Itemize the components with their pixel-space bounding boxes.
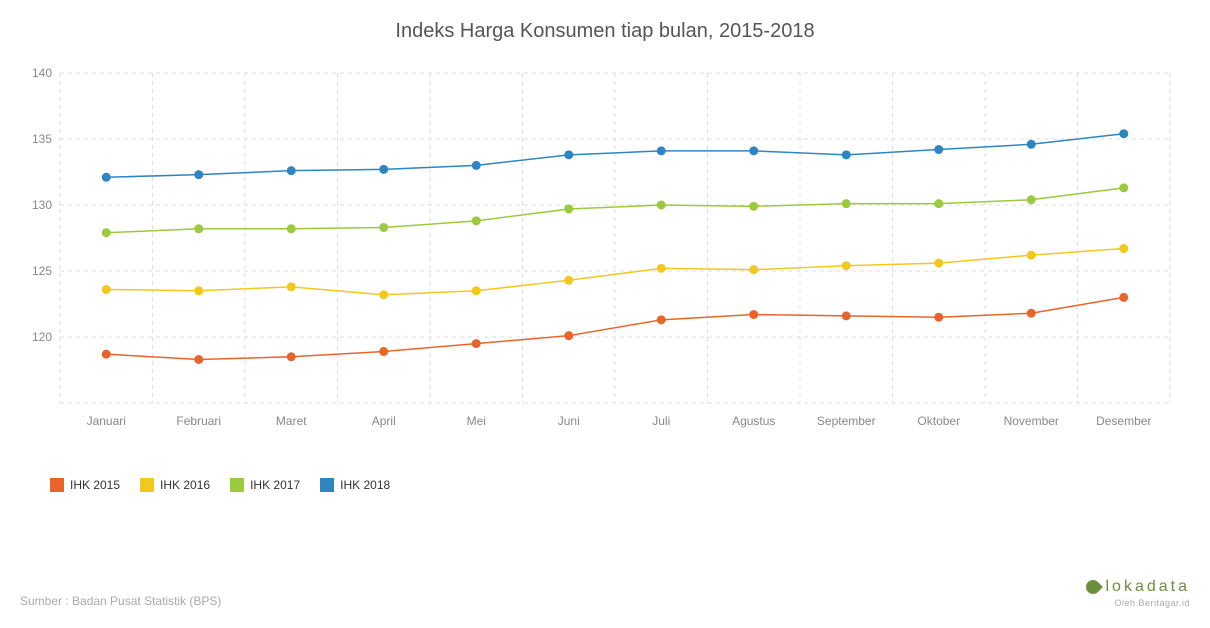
series-marker (102, 228, 111, 237)
legend-item: IHK 2018 (320, 478, 390, 492)
series-marker (1119, 293, 1128, 302)
legend-label: IHK 2015 (70, 478, 120, 492)
x-tick-label: Agustus (732, 414, 775, 428)
series-marker (102, 350, 111, 359)
legend-item: IHK 2015 (50, 478, 120, 492)
legend-swatch (230, 478, 244, 492)
x-tick-label: Desember (1096, 414, 1151, 428)
series-marker (472, 286, 481, 295)
x-tick-label: April (372, 414, 396, 428)
series-marker (287, 166, 296, 175)
series-marker (842, 150, 851, 159)
series-marker (934, 199, 943, 208)
series-marker (1119, 244, 1128, 253)
chart-plot-area: 120 125 130 135 140 Januari Februari Maret April… (20, 63, 1190, 443)
series-marker (657, 146, 666, 155)
series-marker (287, 352, 296, 361)
chart-legend: IHK 2015 IHK 2016 IHK 2017 IHK 2018 (50, 478, 1190, 495)
series-marker (934, 313, 943, 322)
legend-swatch (140, 478, 154, 492)
y-tick-label: 135 (32, 132, 52, 146)
series-marker (842, 261, 851, 270)
legend-swatch (320, 478, 334, 492)
series-marker (287, 282, 296, 291)
legend-item: IHK 2017 (230, 478, 300, 492)
series-marker (749, 310, 758, 319)
brand-subtitle: Oleh Beritagar.id (1086, 598, 1191, 608)
series-marker (194, 170, 203, 179)
legend-item: IHK 2016 (140, 478, 210, 492)
x-tick-label: Juli (652, 414, 670, 428)
series-marker (102, 173, 111, 182)
series-marker (749, 202, 758, 211)
series-marker (934, 259, 943, 268)
y-tick-label: 140 (32, 66, 52, 80)
series-marker (194, 286, 203, 295)
y-tick-label: 120 (32, 330, 52, 344)
series-line (106, 249, 1124, 295)
series-marker (564, 331, 573, 340)
series-marker (842, 199, 851, 208)
series-marker (379, 223, 388, 232)
series-marker (379, 347, 388, 356)
legend-label: IHK 2016 (160, 478, 210, 492)
leaf-icon (1083, 577, 1103, 597)
x-tick-label: Juni (558, 414, 580, 428)
series-marker (1027, 309, 1036, 318)
line-chart-svg: 120 125 130 135 140 Januari Februari Maret April… (20, 63, 1190, 443)
brand-block: lokadata Oleh Beritagar.id (1086, 578, 1191, 608)
x-tick-label: November (1004, 414, 1059, 428)
series-marker (749, 265, 758, 274)
x-tick-label: Februari (176, 414, 221, 428)
series-marker (842, 311, 851, 320)
x-tick-label: Mei (467, 414, 486, 428)
series-marker (657, 315, 666, 324)
series-marker (564, 150, 573, 159)
series-marker (194, 355, 203, 364)
series-marker (472, 216, 481, 225)
brand-name: lokadata (1106, 578, 1191, 596)
series-marker (1119, 129, 1128, 138)
series-marker (379, 290, 388, 299)
series-marker (472, 161, 481, 170)
series-marker (564, 204, 573, 213)
series-marker (1027, 251, 1036, 260)
series-marker (1119, 183, 1128, 192)
chart-footer: Sumber : Badan Pusat Statistik (BPS) lok… (20, 578, 1190, 608)
legend-label: IHK 2017 (250, 478, 300, 492)
series-marker (657, 264, 666, 273)
legend-swatch (50, 478, 64, 492)
x-tick-label: Maret (276, 414, 307, 428)
series-marker (749, 146, 758, 155)
source-text: Sumber : Badan Pusat Statistik (BPS) (20, 594, 221, 608)
chart-title: Indeks Harga Konsumen tiap bulan, 2015-2… (20, 20, 1190, 43)
series-marker (1027, 140, 1036, 149)
legend-label: IHK 2018 (340, 478, 390, 492)
x-tick-label: Oktober (917, 414, 960, 428)
x-tick-label: September (817, 414, 876, 428)
chart-container: Indeks Harga Konsumen tiap bulan, 2015-2… (0, 0, 1210, 628)
series-marker (934, 145, 943, 154)
y-tick-label: 125 (32, 264, 52, 278)
series-marker (1027, 195, 1036, 204)
series-marker (657, 201, 666, 210)
series-marker (379, 165, 388, 174)
y-tick-label: 130 (32, 198, 52, 212)
series-marker (102, 285, 111, 294)
brand-logo: lokadata (1086, 578, 1191, 596)
series-marker (472, 339, 481, 348)
series-marker (194, 224, 203, 233)
series-marker (564, 276, 573, 285)
series-marker (287, 224, 296, 233)
x-tick-label: Januari (87, 414, 126, 428)
